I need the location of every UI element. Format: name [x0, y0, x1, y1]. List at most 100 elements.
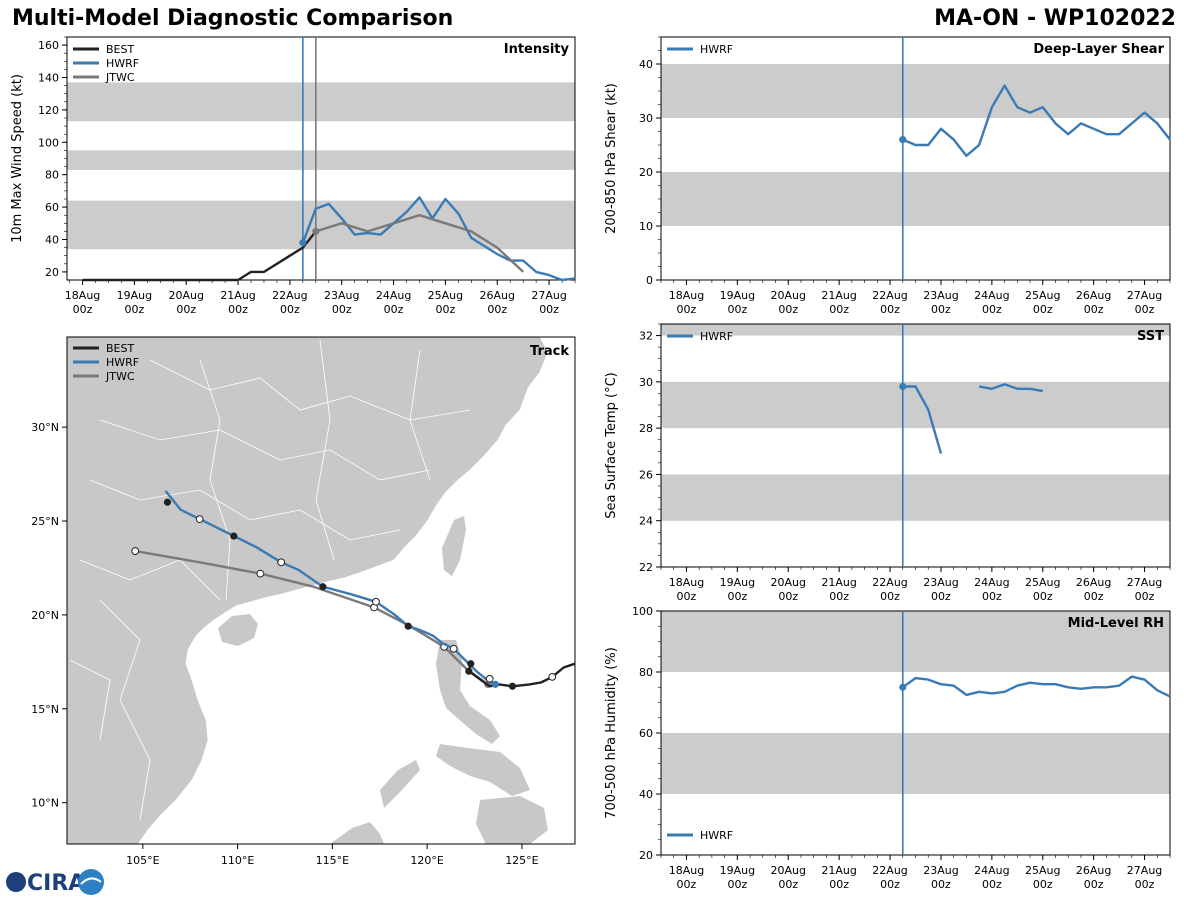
shear-ytick-label: 40	[639, 58, 653, 71]
mainland-land	[67, 337, 549, 844]
intensity-xtick-label: 18Aug	[65, 289, 100, 302]
intensity-xtick-label: 00z	[176, 303, 196, 316]
intensity-ytick-label: 140	[38, 72, 59, 85]
intensity-xtick-label: 26Aug	[480, 289, 515, 302]
track-xtick-label: 115°E	[316, 854, 349, 867]
intensity-ytick-label: 60	[45, 201, 59, 214]
rh-ytick-label: 100	[632, 605, 653, 618]
shear-xtick-label: 00z	[931, 303, 951, 316]
rh-series-hwrf	[902, 675, 1171, 698]
intensity-xtick-label: 00z	[228, 303, 248, 316]
sst-ytick-label: 24	[639, 515, 653, 528]
borneo-land	[330, 822, 384, 844]
track-ytick-label: 15°N	[31, 703, 59, 716]
sst-series-hwrf-2	[978, 383, 1044, 393]
intensity-series-marker	[312, 227, 320, 235]
cira-logo-mark: CIRA	[6, 869, 104, 896]
border-lines	[69, 339, 471, 821]
track-ytick-label: 25°N	[31, 515, 59, 528]
sst-ytick-label: 28	[639, 422, 653, 435]
sst-band	[661, 474, 1170, 521]
sst-xtick-label: 00z	[931, 590, 951, 603]
visayas-islands	[436, 744, 530, 796]
intensity-band	[67, 200, 575, 250]
sst-band	[661, 381, 1170, 429]
track-marker-open	[485, 674, 494, 683]
shear-xtick-label: 00z	[778, 303, 798, 316]
track-xtick-label: 120°E	[410, 854, 443, 867]
track-xtick-label: 125°E	[505, 854, 538, 867]
rh-xtick-label: 21Aug	[821, 864, 856, 877]
shear-xtick-label: 00z	[1084, 303, 1104, 316]
rh-xtick-label: 25Aug	[1025, 864, 1060, 877]
intensity-xtick-label: 27Aug	[531, 289, 566, 302]
intensity-xtick-label: 25Aug	[428, 289, 463, 302]
shear-xtick-label: 23Aug	[923, 289, 958, 302]
shear-band	[661, 64, 1170, 118]
track-marker-filled	[404, 622, 412, 630]
intensity-legend-label: BEST	[106, 43, 134, 56]
track-marker-open	[372, 597, 380, 606]
track-hwrf-start	[491, 680, 499, 688]
sst-xtick-label: 18Aug	[669, 576, 704, 589]
rh-ytick-label: 40	[639, 788, 653, 801]
intensity-series-jtwc	[315, 213, 525, 273]
page-title: Multi-Model Diagnostic Comparison	[12, 6, 454, 31]
track-xtick-label: 105°E	[126, 854, 159, 867]
rh-xtick-label: 00z	[727, 878, 747, 891]
sst-xtick-label: 26Aug	[1076, 576, 1111, 589]
sst-xtick-label: 00z	[982, 590, 1002, 603]
shear-chart: 01020304018Aug00z19Aug00z20Aug00z21Aug00…	[604, 36, 1171, 316]
intensity-xtick-label: 00z	[332, 303, 352, 316]
rh-xtick-label: 00z	[677, 878, 697, 891]
sst-xtick-label: 00z	[829, 590, 849, 603]
rh-series-marker	[899, 683, 907, 691]
sst-xtick-label: 21Aug	[821, 576, 856, 589]
shear-xtick-label: 20Aug	[771, 289, 806, 302]
sst-ytick-label: 30	[639, 376, 653, 389]
shear-xtick-label: 00z	[677, 303, 697, 316]
shear-series-hwrf	[902, 84, 1171, 158]
track-marker-open	[256, 569, 265, 578]
track-ytick-label: 30°N	[31, 421, 59, 434]
intensity-band	[67, 150, 575, 170]
rh-xtick-label: 19Aug	[720, 864, 755, 877]
sst-frame	[660, 323, 1171, 568]
shear-title: Deep-Layer Shear	[1033, 42, 1164, 57]
sst-ytick-label: 22	[639, 561, 653, 574]
land-map	[67, 337, 549, 844]
cira-logo: CIRA	[5, 866, 105, 898]
sst-series-marker	[899, 382, 907, 391]
track-marker-filled	[467, 660, 475, 668]
intensity-legend-label: JTWC	[105, 71, 135, 84]
rh-xtick-label: 00z	[982, 878, 1002, 891]
shear-xtick-label: 00z	[982, 303, 1002, 316]
intensity-legend-label: HWRF	[106, 57, 139, 70]
track-legend-label: JTWC	[105, 370, 135, 383]
rh-xtick-label: 22Aug	[872, 864, 907, 877]
track-hwrf	[164, 490, 496, 686]
track-marker-filled	[319, 583, 327, 591]
rh-ytick-label: 20	[639, 849, 653, 862]
sst-title: SST	[1137, 329, 1164, 344]
shear-ytick-label: 30	[639, 112, 653, 125]
sst-xtick-label: 00z	[880, 590, 900, 603]
track-ytick-label: 10°N	[31, 797, 59, 810]
rh-xtick-label: 20Aug	[771, 864, 806, 877]
rh-ytick-label: 60	[639, 727, 653, 740]
globe-icon	[6, 872, 26, 892]
satellite-badge-icon	[78, 869, 104, 895]
rh-band	[661, 611, 1170, 672]
track-legend-label: BEST	[106, 342, 134, 355]
track-panel: 105°E 110°E 115°E 120°E 125°E 10°N 15°N 20°N 25°…	[31, 336, 576, 867]
rh-xtick-label: 00z	[931, 878, 951, 891]
rh-xtick-label: 27Aug	[1127, 864, 1162, 877]
sst-ytick-label: 26	[639, 468, 653, 481]
shear-ytick-label: 10	[639, 220, 653, 233]
shear-legend-label: HWRF	[700, 43, 733, 56]
intensity-title: Intensity	[504, 42, 570, 57]
sst-xtick-label: 27Aug	[1127, 576, 1162, 589]
intensity-xtick-label: 00z	[124, 303, 144, 316]
shear-xtick-label: 21Aug	[821, 289, 856, 302]
intensity-ytick-label: 20	[45, 266, 59, 279]
